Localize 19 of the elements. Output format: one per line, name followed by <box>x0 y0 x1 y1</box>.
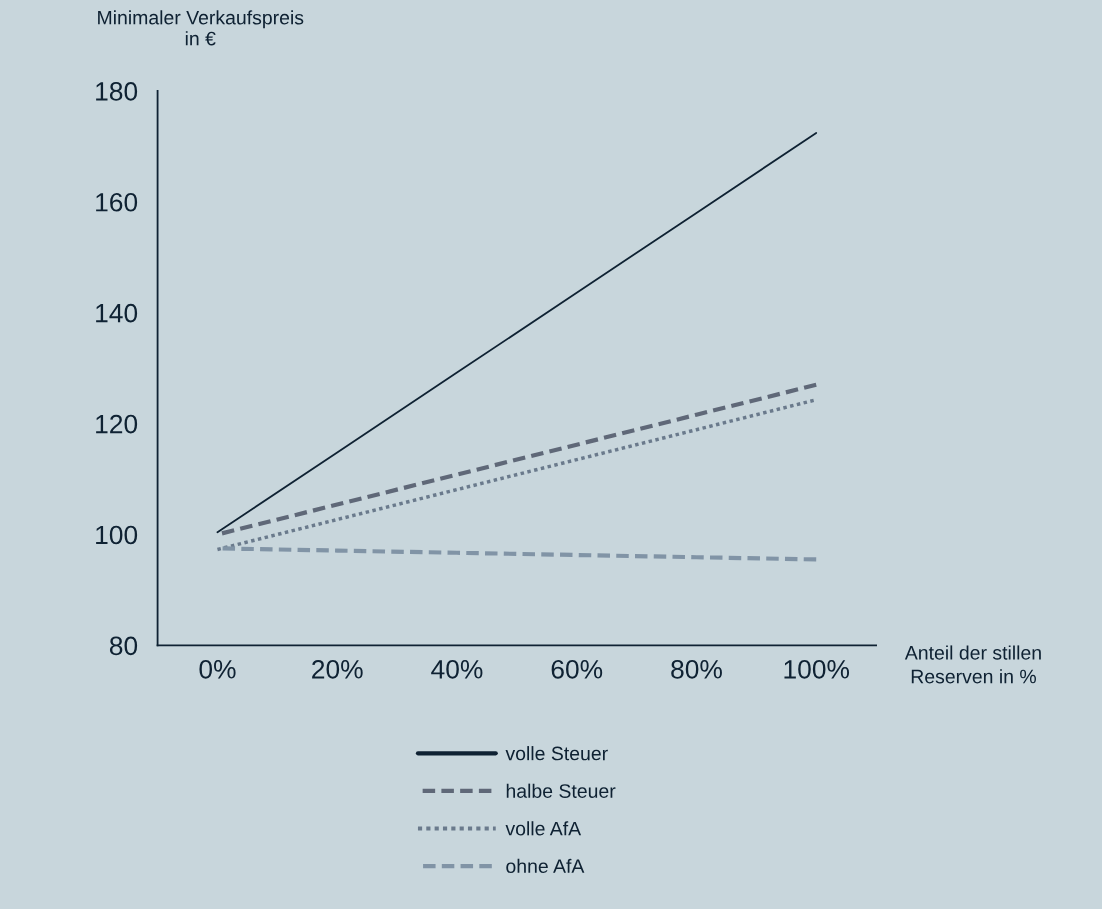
y-tick-label: 120 <box>96 414 138 434</box>
legend-label: volle AfA <box>505 821 582 836</box>
y-tick-label: 160 <box>96 192 138 212</box>
y-tick-label: 180 <box>96 82 138 101</box>
legend-label: ohne AfA <box>506 858 585 874</box>
line-series <box>216 132 818 534</box>
x-tick-label: 40% <box>431 659 483 679</box>
legend-label: halbe Steuer <box>506 783 616 798</box>
x-tick-label: 20% <box>312 659 363 679</box>
legend-label: volle Steuer <box>505 746 608 761</box>
x-tick-label: 60% <box>551 659 603 679</box>
y-tick-label: 140 <box>96 303 138 323</box>
x-tick-label: 0% <box>199 659 236 679</box>
x-tick-label: 100% <box>784 659 850 679</box>
y-tick-label: 80 <box>109 636 138 656</box>
x-tick-label: 80% <box>671 659 722 679</box>
x-axis-title: Anteil der stillen Reserven in % <box>904 645 1041 684</box>
y-axis-title: Minimaler Verkaufspreis in € <box>98 10 304 46</box>
y-tick-label: 100 <box>96 525 138 545</box>
